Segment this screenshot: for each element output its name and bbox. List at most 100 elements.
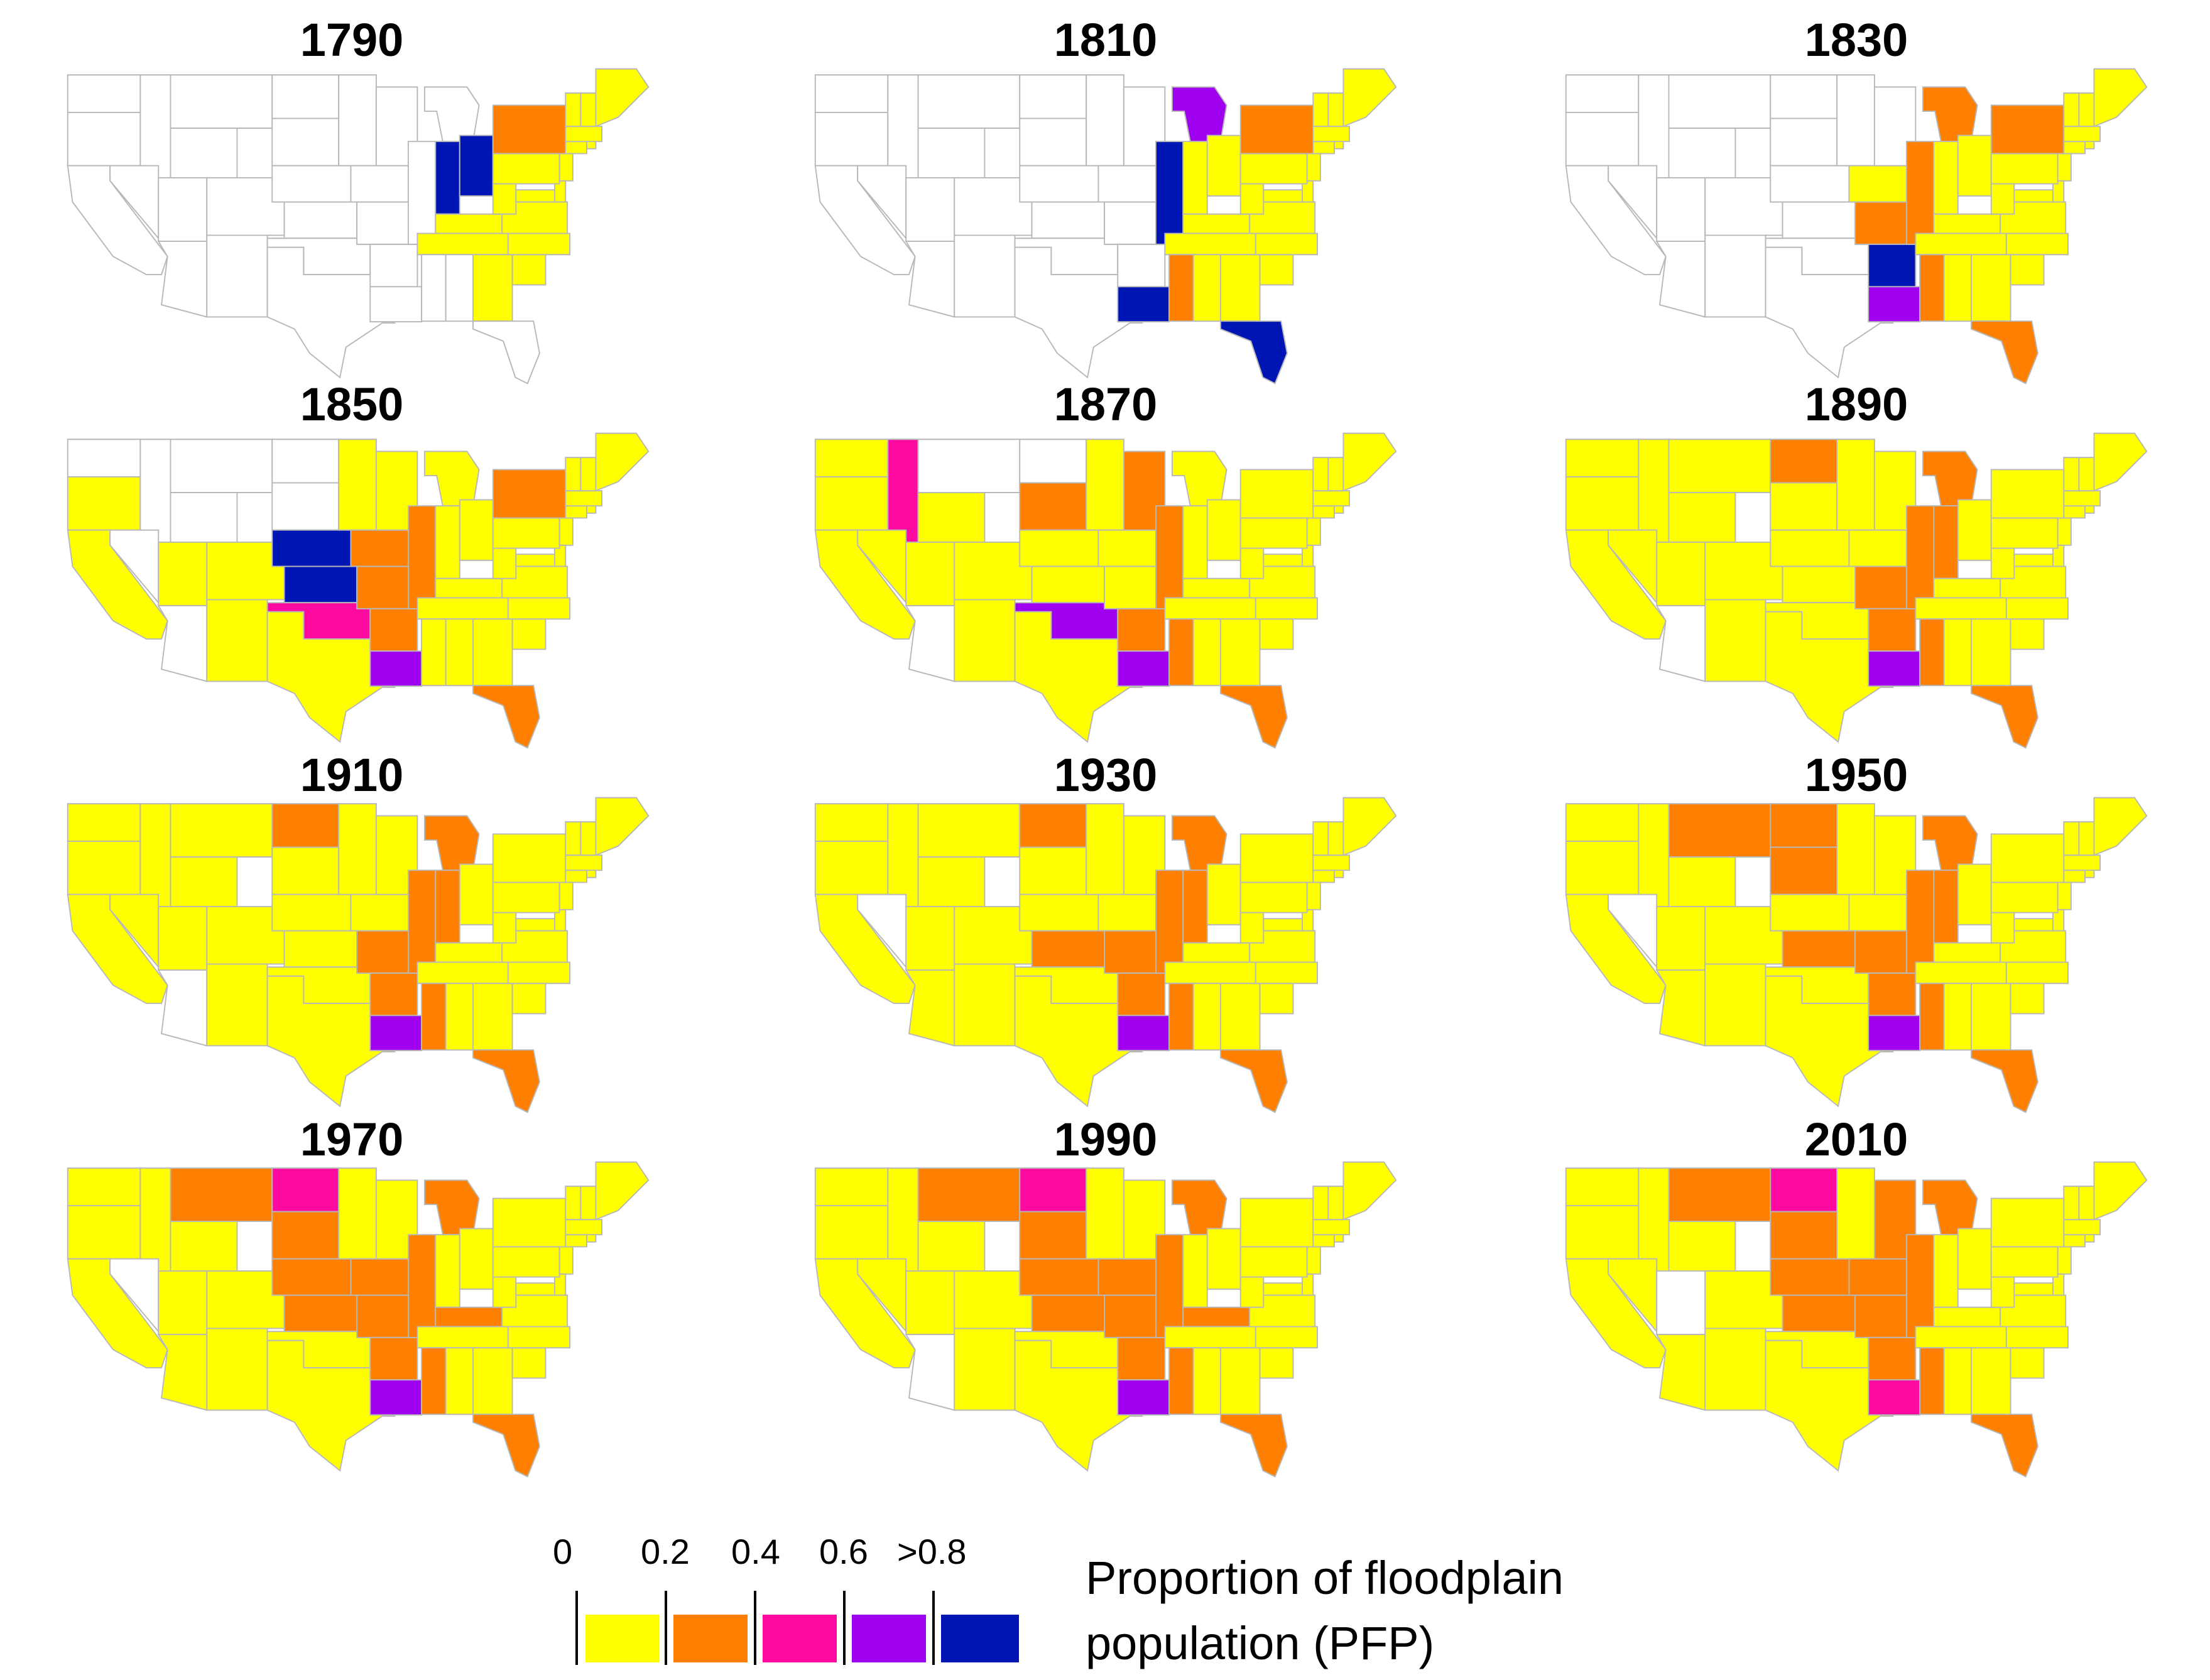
legend-swatch-0.2-0.4 bbox=[673, 1615, 748, 1662]
state-sd bbox=[271, 1211, 340, 1260]
state-il bbox=[407, 870, 437, 974]
state-az bbox=[1655, 605, 1706, 682]
state-ma bbox=[1312, 126, 1351, 143]
state-id bbox=[1638, 74, 1670, 178]
state-wv bbox=[492, 547, 517, 579]
state-mi bbox=[1171, 450, 1227, 507]
state-tn bbox=[1164, 597, 1256, 620]
state-ks bbox=[1031, 201, 1106, 239]
state-wa bbox=[814, 439, 889, 477]
state-oh bbox=[1957, 499, 1992, 561]
legend-swatch-0.6-0.8 bbox=[852, 1615, 926, 1662]
state-ny bbox=[492, 833, 567, 883]
state-oh bbox=[1206, 1228, 1241, 1290]
state-al bbox=[445, 983, 474, 1051]
state-ks bbox=[1031, 1294, 1106, 1333]
state-sd bbox=[271, 117, 340, 166]
state-fl bbox=[1971, 1414, 2039, 1478]
state-tn bbox=[1915, 232, 2007, 256]
state-ne bbox=[271, 529, 352, 567]
state-az bbox=[1655, 1334, 1706, 1411]
state-nj bbox=[1306, 153, 1321, 182]
state-la bbox=[1117, 1015, 1170, 1052]
state-il bbox=[1905, 141, 1935, 245]
state-mn bbox=[1086, 1167, 1124, 1260]
state-pa bbox=[492, 153, 560, 185]
state-al bbox=[445, 1347, 474, 1415]
state-id bbox=[887, 74, 919, 178]
state-mn bbox=[338, 439, 377, 531]
state-mn bbox=[338, 1167, 377, 1260]
state-ut bbox=[158, 906, 208, 971]
state-me bbox=[595, 797, 650, 856]
state-in bbox=[435, 505, 460, 579]
state-oh bbox=[459, 134, 494, 197]
state-tx bbox=[1014, 975, 1144, 1108]
state-vt bbox=[2063, 92, 2080, 128]
state-la bbox=[1117, 286, 1170, 323]
state-pa bbox=[1239, 881, 1308, 914]
state-ct bbox=[2063, 141, 2086, 155]
state-id bbox=[1638, 803, 1670, 907]
state-tn bbox=[1915, 597, 2007, 620]
state-md bbox=[1263, 1282, 1303, 1296]
state-ar bbox=[369, 1336, 418, 1381]
state-md bbox=[1263, 189, 1303, 203]
state-fl bbox=[1220, 1049, 1288, 1113]
state-ky bbox=[1182, 1306, 1251, 1328]
panel-year-title: 1990 bbox=[1053, 1113, 1158, 1165]
state-il bbox=[1905, 1234, 1935, 1338]
state-la bbox=[369, 1379, 423, 1416]
state-ne bbox=[1770, 1258, 1850, 1296]
state-ny bbox=[492, 1197, 567, 1248]
state-wy bbox=[917, 1221, 986, 1272]
panel-year-title: 1890 bbox=[1804, 378, 1908, 430]
state-sc bbox=[1259, 254, 1294, 286]
state-ne bbox=[1770, 893, 1850, 932]
state-nh bbox=[1327, 1186, 1344, 1221]
state-tx bbox=[266, 611, 396, 743]
state-nc bbox=[2005, 232, 2069, 256]
state-ny bbox=[1990, 1197, 2065, 1248]
state-fl bbox=[472, 1049, 540, 1113]
state-ny bbox=[492, 104, 567, 155]
state-tn bbox=[416, 1326, 509, 1349]
state-ne bbox=[1019, 529, 1099, 567]
state-wv bbox=[1239, 183, 1265, 215]
us-state-map bbox=[814, 68, 1397, 385]
state-nj bbox=[558, 153, 574, 182]
state-ut bbox=[158, 177, 208, 243]
state-mi bbox=[423, 1179, 480, 1236]
state-pa bbox=[1239, 517, 1308, 549]
state-nm bbox=[954, 234, 1016, 318]
state-ks bbox=[283, 201, 358, 239]
state-sd bbox=[1019, 482, 1087, 531]
legend-divider bbox=[843, 1591, 846, 1665]
legend-swatch-0.4-0.6 bbox=[763, 1615, 837, 1662]
state-ks bbox=[1782, 565, 1856, 604]
state-la bbox=[1868, 1015, 1921, 1052]
state-ms bbox=[421, 254, 447, 322]
state-ct bbox=[565, 141, 587, 155]
state-ky bbox=[1933, 1306, 2001, 1328]
state-vt bbox=[565, 1186, 582, 1221]
state-nc bbox=[2005, 1326, 2069, 1349]
state-nh bbox=[2078, 821, 2095, 856]
state-mi bbox=[1922, 450, 1978, 507]
state-ny bbox=[1239, 104, 1314, 155]
state-ia bbox=[350, 529, 409, 567]
state-id bbox=[139, 803, 171, 907]
panel-year-title: 1910 bbox=[300, 749, 404, 801]
state-ia bbox=[1848, 529, 1907, 567]
legend-swatch-0-0.2 bbox=[585, 1615, 660, 1662]
state-nd bbox=[271, 1167, 340, 1213]
state-md bbox=[1263, 554, 1303, 567]
legend-swatch-over-0.8 bbox=[941, 1615, 1019, 1662]
state-ks bbox=[1782, 1294, 1856, 1333]
state-vt bbox=[1312, 457, 1329, 492]
state-me bbox=[595, 68, 650, 128]
state-oh bbox=[1957, 134, 1992, 197]
state-in bbox=[435, 141, 460, 215]
state-id bbox=[139, 439, 171, 543]
state-sc bbox=[1259, 983, 1294, 1015]
